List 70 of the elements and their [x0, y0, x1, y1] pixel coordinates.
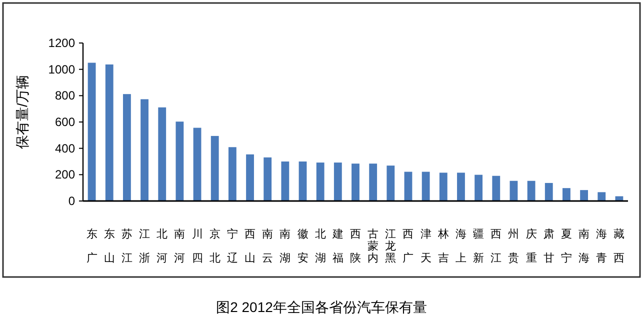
x-tick-label: 吉林 [436, 228, 449, 264]
bar [404, 172, 412, 201]
y-tick-label: 200 [54, 168, 76, 182]
x-tick-label: 黑龙江 [385, 228, 396, 264]
bar [369, 164, 378, 201]
y-tick-label: 0 [68, 194, 76, 208]
y-tick-label: 800 [54, 88, 76, 103]
y-tick-label: 400 [54, 141, 76, 156]
x-tick-label: 重庆 [526, 228, 537, 264]
x-tick-label: 湖南 [280, 228, 291, 264]
bar [105, 64, 114, 201]
bar [210, 136, 219, 201]
x-tick-label: 上海 [455, 228, 466, 264]
bar [439, 172, 448, 201]
x-tick-label: 四川 [192, 228, 203, 264]
bar [386, 166, 395, 201]
x-tick-label: 山东 [104, 228, 115, 264]
x-tick-label: 河南 [174, 228, 186, 264]
bar [316, 162, 324, 201]
x-tick-label: 广东 [86, 228, 98, 264]
x-tick-label: 西藏 [614, 228, 625, 264]
bar [544, 182, 553, 201]
x-tick-label: 宁夏 [560, 228, 572, 264]
bar [598, 192, 606, 201]
bar [422, 172, 430, 201]
x-tick-label: 浙江 [139, 228, 150, 264]
x-tick-label: 天津 [420, 228, 432, 264]
y-tick-label: 1000 [48, 62, 76, 76]
x-tick-label: 江苏 [121, 228, 132, 264]
bar [457, 172, 465, 201]
bar [264, 157, 272, 201]
x-tick-label: 青海 [596, 228, 608, 264]
y-tick-label: 1200 [48, 36, 76, 50]
y-tick-label: 600 [54, 115, 76, 129]
bar [122, 94, 131, 201]
text: 图2 2012年全国各省份汽车保有量 [216, 299, 427, 315]
x-tick-label: 湖北 [314, 228, 326, 264]
bar [158, 107, 166, 201]
bar [580, 190, 588, 201]
bar [281, 162, 290, 201]
bar [562, 188, 570, 201]
x-tick-label: 陕西 [350, 228, 361, 264]
x-tick-label: 安徽 [297, 228, 308, 264]
x-tick-label: 内蒙古 [368, 228, 379, 264]
x-tick-label: 新疆 [473, 228, 484, 264]
bar [176, 122, 184, 201]
bar [352, 164, 360, 201]
x-tick-label: 辽宁 [226, 228, 238, 264]
bar [88, 62, 96, 201]
bar [193, 128, 202, 201]
x-tick-label: 云南 [262, 228, 274, 264]
bar [474, 174, 483, 201]
bar [140, 99, 148, 201]
x-tick-label: 河北 [156, 228, 168, 264]
bar [298, 162, 307, 201]
y-axis-title: 保有量/万辆 [14, 75, 30, 149]
bar [492, 176, 500, 201]
x-tick-label: 广西 [402, 228, 414, 264]
x-tick-label: 甘肃 [543, 228, 554, 264]
bar [228, 147, 236, 201]
bar [527, 180, 536, 201]
x-tick-label: 福建 [331, 228, 344, 264]
x-tick-label: 贵州 [508, 228, 520, 264]
x-tick-label: 海南 [578, 228, 590, 264]
x-tick-label: 北京 [209, 228, 220, 264]
x-tick-label: 山西 [244, 228, 256, 264]
bar [246, 154, 254, 201]
x-tick-label: 江西 [490, 228, 502, 264]
bar [510, 180, 518, 201]
bar [334, 162, 342, 201]
